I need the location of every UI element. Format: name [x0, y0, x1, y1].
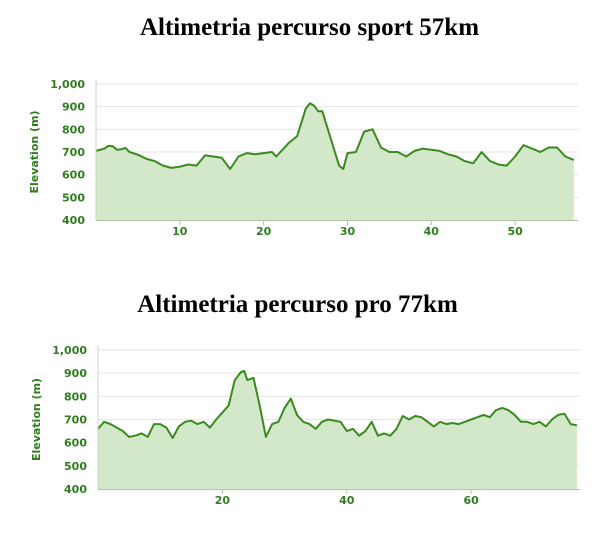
y-tick-label: 500	[62, 191, 85, 204]
elevation-area	[96, 103, 574, 220]
y-tick-label: 900	[62, 101, 85, 114]
elevation-chart-sport: 400 500 600 700 800 900 1,000 10 20 30 40 50 Elevati…	[28, 78, 578, 238]
y-tick-label: 1,000	[52, 344, 87, 357]
x-tick-label: 60	[464, 494, 480, 507]
y-tick-label: 700	[64, 414, 87, 427]
chart-title-pro: Altimetria percurso pro 77km	[137, 291, 458, 318]
y-tick-label: 600	[64, 437, 87, 450]
y-tick-label: 600	[62, 169, 85, 182]
y-tick-label: 400	[62, 214, 85, 227]
elevation-area	[98, 370, 577, 489]
y-tick-label: 700	[62, 146, 85, 159]
x-tick-label: 50	[507, 225, 523, 238]
y-tick-label: 800	[64, 390, 87, 403]
y-axis-title: Elevation (m)	[28, 110, 41, 193]
y-tick-label: 400	[64, 483, 87, 496]
y-tick-label: 1,000	[50, 78, 85, 91]
y-axis-title: Elevation (m)	[30, 378, 43, 461]
y-tick-label: 500	[64, 460, 87, 473]
x-tick-label: 40	[339, 494, 355, 507]
elevation-line	[95, 102, 575, 170]
x-tick-label: 30	[340, 225, 356, 238]
elevation-line	[97, 369, 578, 439]
x-tick-label: 20	[215, 494, 231, 507]
x-tick-label: 10	[172, 225, 188, 238]
x-tick-label: 20	[256, 225, 272, 238]
y-tick-label: 900	[64, 367, 87, 380]
x-tick-label: 40	[424, 225, 440, 238]
chart-title-sport: Altimetria percurso sport 57km	[139, 14, 480, 41]
y-tick-label: 800	[62, 123, 85, 136]
